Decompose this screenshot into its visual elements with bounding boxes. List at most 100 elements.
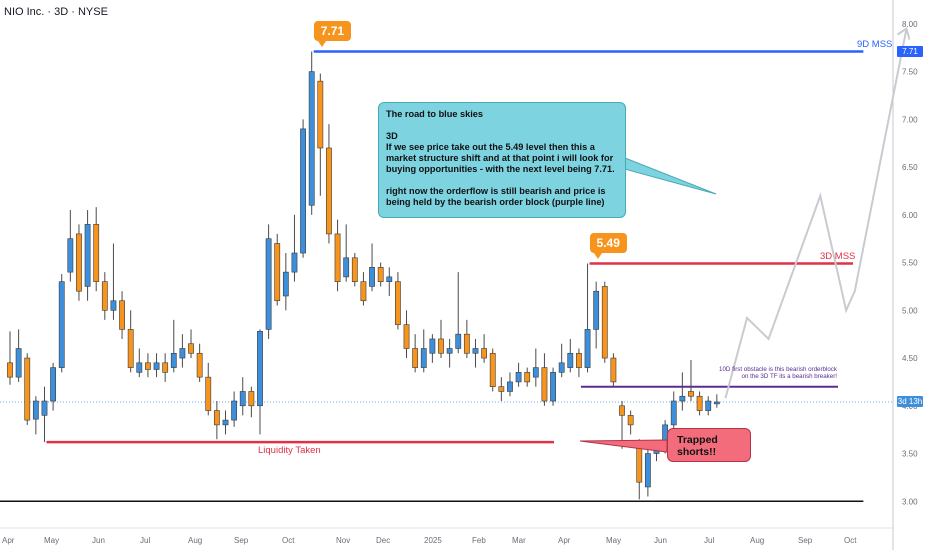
candle-body: [360, 281, 367, 302]
candle-body: [455, 333, 462, 349]
candle-body: [67, 238, 74, 273]
candle-body: [213, 410, 220, 426]
candle-body: [326, 147, 332, 235]
candle-body: [636, 443, 643, 483]
time-tick-label: Apr: [558, 536, 571, 545]
candle-body: [93, 224, 100, 282]
candle-body: [50, 367, 56, 402]
candle-body: [610, 357, 617, 383]
time-tick-label: Feb: [472, 536, 486, 545]
price-tick-label: 8.00: [902, 20, 918, 29]
price-tag-771: 7.71: [313, 20, 352, 47]
time-tick-label: Jun: [92, 536, 105, 545]
time-tick-label: Nov: [336, 536, 350, 545]
price-badge-771: 7.71: [897, 45, 923, 57]
candle-body: [576, 352, 582, 368]
candle-body: [248, 391, 255, 407]
note-road-to-blue-skies: The road to blue skies 3D If we see pric…: [378, 102, 626, 218]
candle-body: [524, 372, 531, 383]
candle-body: [481, 348, 487, 359]
time-tick-label: 2025: [424, 536, 442, 545]
time-tick-label: Aug: [188, 536, 202, 545]
candle-body: [231, 400, 238, 421]
price-tick-label: 3.50: [902, 450, 918, 459]
candle-body: [58, 281, 65, 368]
candle-body: [584, 329, 591, 368]
candle-body: [84, 224, 91, 287]
time-tick-label: Jul: [704, 536, 714, 545]
candle-body: [593, 290, 600, 330]
candle-body: [343, 257, 350, 278]
candle-body: [601, 286, 608, 359]
price-tick-label: 5.00: [902, 306, 918, 315]
candle-body: [644, 453, 651, 488]
time-tick-label: Sep: [798, 536, 813, 545]
candle-body: [136, 362, 143, 373]
candle-body: [265, 238, 272, 330]
candle-body: [291, 252, 298, 273]
price-tick-label: 4.50: [902, 354, 918, 363]
candle-body: [463, 333, 470, 354]
candle-body: [24, 357, 31, 421]
candle-body: [394, 281, 401, 325]
candle-body: [507, 381, 513, 392]
candle-body: [127, 329, 134, 368]
candle-body: [110, 300, 117, 311]
candle-body: [713, 401, 720, 405]
candle-body: [670, 400, 677, 426]
candle-body: [179, 348, 186, 359]
price-tick-label: 5.50: [902, 259, 918, 268]
candle-body: [558, 362, 565, 373]
candle-body: [282, 271, 289, 297]
candle-body: [429, 338, 436, 354]
candle-body: [317, 80, 324, 149]
candle-body: [386, 276, 393, 282]
time-tick-label: Mar: [512, 536, 526, 545]
time-tick-label: Sep: [234, 536, 249, 545]
price-tick-label: 3.00: [902, 497, 918, 506]
candle-body: [705, 400, 712, 411]
candle-body: [41, 400, 48, 416]
candle-body: [619, 405, 625, 416]
trap-pointer: [579, 439, 668, 453]
candle-body: [300, 128, 306, 254]
candle-body: [205, 376, 212, 411]
candle-body: [515, 372, 522, 383]
candle-body: [257, 331, 263, 407]
label-9d-mss: 9D MSS: [857, 38, 893, 50]
candle-body: [274, 243, 281, 302]
candle-body: [239, 391, 246, 407]
note-trapped-shorts: Trapped shorts!!: [667, 428, 751, 462]
price-tick-label: 7.50: [902, 68, 918, 77]
time-tick-label: Aug: [750, 536, 764, 545]
candle-body: [170, 352, 177, 368]
candle-body: [472, 348, 479, 354]
current-price-badge: 3d 13h: [897, 395, 923, 407]
price-tick-label: 6.50: [902, 163, 918, 172]
price-tick-label: 6.00: [902, 211, 918, 220]
label-liquidity-taken: Liquidity Taken: [258, 445, 321, 457]
candle-body: [153, 362, 160, 370]
time-tick-label: May: [606, 536, 621, 545]
time-tick-label: Dec: [376, 536, 390, 545]
candle-body: [32, 400, 39, 420]
candle-body: [567, 352, 574, 368]
candle-body: [688, 391, 694, 397]
candle-body: [308, 71, 315, 206]
candle-body: [334, 233, 341, 282]
candle-body: [420, 348, 427, 368]
candle-body: [679, 395, 686, 402]
candle-body: [351, 257, 358, 282]
candle-body: [377, 267, 384, 282]
candle-body: [162, 362, 169, 373]
candle-body: [119, 300, 125, 330]
symbol-title: NIO Inc. · 3D · NYSE: [4, 6, 108, 18]
price-tag-549: 5.49: [589, 232, 627, 259]
candle-body: [15, 348, 22, 378]
candle-body: [101, 281, 108, 311]
candle-body: [541, 367, 548, 402]
candle-body: [188, 343, 194, 354]
candle-body: [145, 362, 151, 370]
candle-body: [550, 372, 556, 402]
